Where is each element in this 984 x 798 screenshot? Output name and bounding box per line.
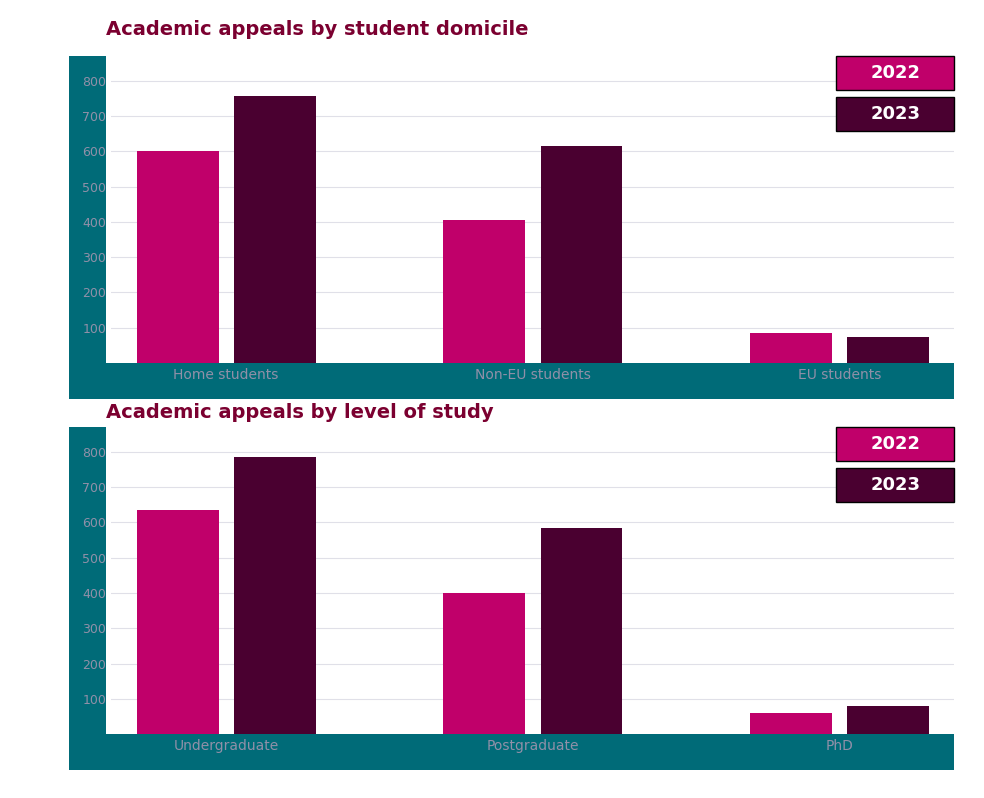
Bar <box>444 220 525 363</box>
FancyBboxPatch shape <box>836 97 954 131</box>
Bar <box>750 713 831 734</box>
Bar <box>234 457 316 734</box>
Text: 2023: 2023 <box>871 105 920 123</box>
Bar <box>137 151 218 363</box>
Bar <box>847 337 929 363</box>
Bar <box>750 333 831 363</box>
Text: 2022: 2022 <box>871 435 920 452</box>
Text: 2022: 2022 <box>871 64 920 81</box>
Bar <box>137 510 218 734</box>
Text: Academic appeals by student domicile: Academic appeals by student domicile <box>106 20 528 39</box>
Bar <box>540 527 622 734</box>
FancyBboxPatch shape <box>836 468 954 502</box>
Bar <box>444 593 525 734</box>
FancyBboxPatch shape <box>836 56 954 89</box>
Bar <box>540 146 622 363</box>
Text: 2023: 2023 <box>871 476 920 494</box>
Text: Academic appeals by level of study: Academic appeals by level of study <box>106 403 494 422</box>
FancyBboxPatch shape <box>836 427 954 460</box>
Bar <box>847 706 929 734</box>
Bar <box>234 97 316 363</box>
